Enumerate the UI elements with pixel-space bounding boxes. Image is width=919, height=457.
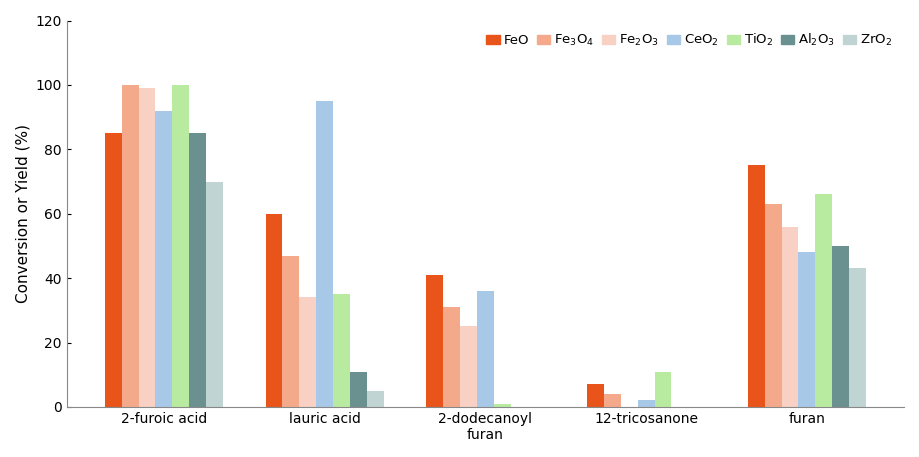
Bar	[316, 101, 333, 407]
Bar	[350, 372, 367, 407]
Bar	[139, 88, 155, 407]
Bar	[748, 165, 765, 407]
Bar	[799, 252, 815, 407]
Bar	[173, 85, 189, 407]
Bar	[282, 255, 300, 407]
Bar	[206, 181, 223, 407]
Bar	[477, 291, 494, 407]
Bar	[426, 275, 443, 407]
Bar	[121, 85, 139, 407]
Legend: FeO, Fe$_3$O$_4$, Fe$_2$O$_3$, CeO$_2$, TiO$_2$, Al$_2$O$_3$, ZrO$_2$: FeO, Fe$_3$O$_4$, Fe$_2$O$_3$, CeO$_2$, …	[481, 27, 897, 54]
Bar	[765, 204, 781, 407]
Bar	[300, 298, 316, 407]
Bar	[367, 391, 384, 407]
Bar	[443, 307, 460, 407]
Y-axis label: Conversion or Yield (%): Conversion or Yield (%)	[15, 124, 30, 303]
Bar	[266, 214, 282, 407]
Bar	[781, 227, 799, 407]
Bar	[105, 133, 121, 407]
Bar	[333, 294, 350, 407]
Bar	[189, 133, 206, 407]
Bar	[638, 400, 654, 407]
Bar	[815, 194, 833, 407]
Bar	[849, 268, 866, 407]
Bar	[604, 394, 621, 407]
Bar	[494, 404, 511, 407]
Bar	[654, 372, 672, 407]
Bar	[833, 246, 849, 407]
Bar	[460, 326, 477, 407]
Bar	[155, 111, 173, 407]
Bar	[587, 384, 604, 407]
